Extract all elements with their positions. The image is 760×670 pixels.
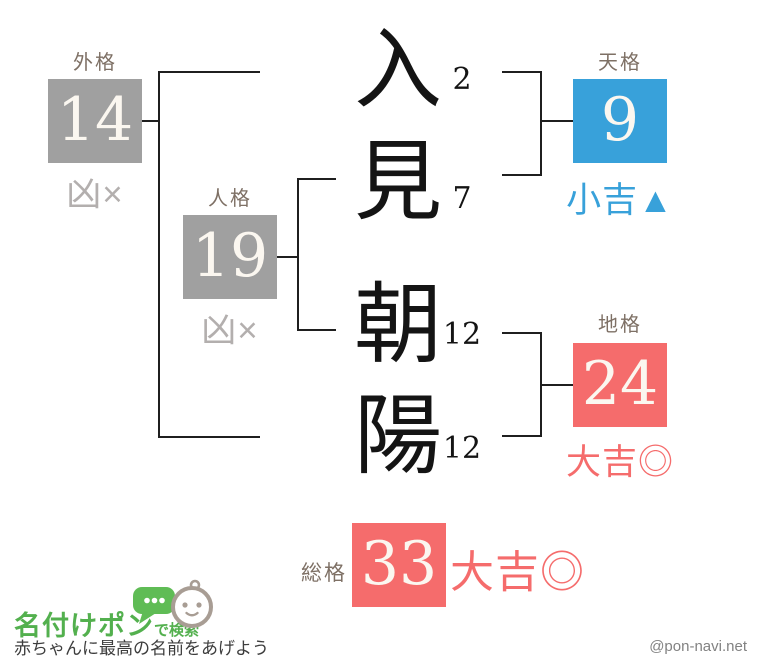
chikaku-label: 地格 <box>598 314 642 336</box>
jinkaku-bracket-vertical-line <box>297 178 299 331</box>
tenkaku-bracket-vertical-line <box>540 71 542 176</box>
logo-mark <box>133 579 213 628</box>
name-char-3: 朝 <box>353 273 442 376</box>
gaikaku-label: 外格 <box>73 52 117 74</box>
stroke-count-2: 7 <box>452 181 472 216</box>
gaikaku-verdict: 凶× <box>66 175 124 214</box>
chikaku-bracket-bottom-line <box>502 435 542 437</box>
stroke-count-4: 12 <box>442 431 482 466</box>
brand-name: 名付けポン <box>14 611 154 641</box>
gaikaku-bracket-vertical-line <box>158 71 160 438</box>
jinkaku-label: 人格 <box>208 188 252 210</box>
tenkaku-bracket-bottom-line <box>502 174 542 176</box>
name-char-2: 見 <box>353 130 442 233</box>
soukaku-value-box: 33 <box>352 523 446 607</box>
chikaku-bracket-vertical-line <box>540 332 542 437</box>
jinkaku-verdict: 凶× <box>201 311 259 350</box>
brand-tagline: 赤ちゃんに最高の名前をあげよう <box>14 639 269 658</box>
gaikaku-bracket-top-line <box>158 71 260 73</box>
jinkaku-bracket-top-line <box>297 178 336 180</box>
tenkaku-verdict: 小吉▲ <box>566 181 674 220</box>
speech-bubble-icon <box>133 587 175 624</box>
name-char-1: 入 <box>353 18 442 121</box>
jinkaku-value-box: 19 <box>183 215 277 299</box>
baby-face-icon <box>171 579 213 628</box>
tenkaku-value-box: 9 <box>573 79 667 163</box>
jinkaku-bracket-bottom-line <box>297 329 336 331</box>
chikaku-value-box: 24 <box>573 343 667 427</box>
tenkaku-bracket-top-line <box>502 71 542 73</box>
tenkaku-label: 天格 <box>598 52 642 74</box>
gaikaku-bracket-bottom-line <box>158 436 260 438</box>
site-watermark: @pon-navi.net <box>649 638 747 655</box>
chikaku-verdict: 大吉◎ <box>565 443 674 482</box>
stroke-count-3: 12 <box>442 317 482 352</box>
name-char-4: 陽 <box>353 384 442 487</box>
chikaku-bracket-top-line <box>502 332 542 334</box>
soukaku-verdict: 大吉◎ <box>450 548 585 597</box>
chikaku-bracket-stub-line <box>542 384 573 386</box>
tenkaku-bracket-stub-line <box>542 120 573 122</box>
soukaku-label: 総格 <box>301 562 347 585</box>
gaikaku-bracket-stub-line <box>142 120 158 122</box>
jinkaku-bracket-stub-line <box>277 256 297 258</box>
stroke-count-1: 2 <box>452 62 472 97</box>
gaikaku-value-box: 14 <box>48 79 142 163</box>
